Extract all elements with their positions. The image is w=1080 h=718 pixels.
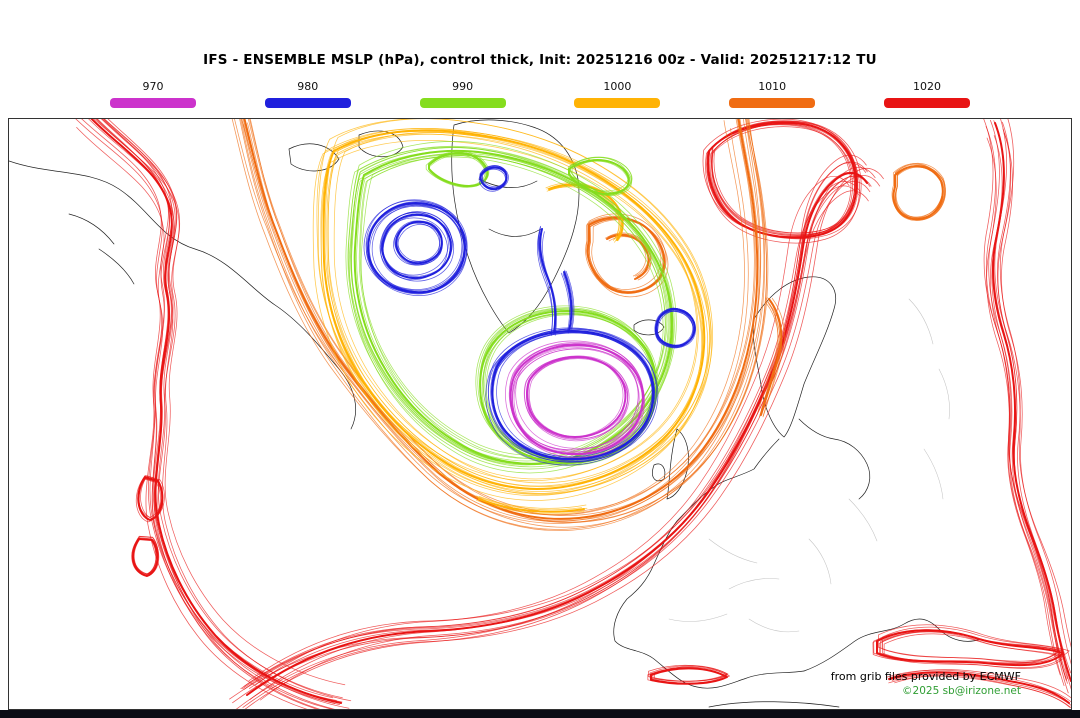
contour-bundle-1020 — [246, 172, 868, 696]
legend-item-1000: 1000 — [574, 80, 661, 108]
contour-bundle-1000 — [322, 129, 706, 490]
legend-color-bar — [883, 98, 970, 108]
contour-bundle-970 — [526, 356, 627, 438]
contour-map-svg — [9, 119, 1071, 709]
credit-ecmwf: from grib files provided by ECMWF — [830, 670, 1021, 683]
contour-bundle-990 — [428, 152, 489, 187]
contour-bundle-980 — [479, 166, 508, 191]
contours-970 — [505, 340, 645, 458]
contour-bundle-1020 — [90, 119, 342, 704]
legend-item-970: 970 — [110, 80, 196, 108]
coastline-mediterranean — [803, 618, 982, 672]
contour-bundle-1020 — [707, 121, 858, 239]
bottom-bar — [0, 710, 1080, 718]
contour-bundle-1020 — [132, 538, 159, 577]
contour-bundle-980 — [563, 271, 573, 332]
legend-color-bar — [110, 98, 196, 108]
contour-bundle-1010 — [760, 298, 783, 416]
legend-color-bar — [419, 98, 506, 108]
contour-bundle-1020 — [137, 476, 164, 521]
legend-item-980: 980 — [264, 80, 351, 108]
contour-bundle-990 — [568, 159, 630, 195]
contour-bundle-980 — [381, 213, 452, 279]
coastline-path — [708, 701, 840, 708]
legend-value-label: 980 — [297, 80, 319, 93]
legend-value-label: 1020 — [912, 80, 941, 93]
credit-irizone: ©2025 sb@irizone.net — [902, 685, 1021, 697]
chart-title: IFS - ENSEMBLE MSLP (hPa), control thick… — [203, 52, 877, 68]
contour-bundle-980 — [367, 202, 466, 294]
contour-bundle-980 — [491, 330, 655, 460]
legend-value-label: 990 — [452, 80, 474, 93]
contours-1000 — [312, 119, 713, 515]
contour-bundle-1010 — [243, 119, 759, 520]
contour-bundle-1020 — [888, 671, 1070, 704]
coastline-europe — [613, 438, 805, 689]
contour-bundle-1020 — [650, 667, 728, 685]
border-path — [908, 298, 950, 500]
legend-item-1010: 1010 — [729, 80, 816, 108]
legend-item-1020: 1020 — [883, 80, 970, 108]
coastline-ireland — [652, 463, 666, 482]
coastline-path — [288, 143, 340, 172]
coastline-uk — [666, 428, 689, 500]
contour-bundle-980 — [655, 308, 696, 347]
border-path — [668, 498, 878, 633]
contour-bundle-980 — [395, 220, 443, 265]
contours-1020 — [69, 119, 1071, 709]
coastline-iceland — [633, 319, 665, 336]
legend-value-label: 1010 — [758, 80, 787, 93]
contour-bundle-1020 — [992, 122, 1071, 682]
contour-bundle-980 — [539, 228, 557, 334]
map-area: from grib files provided by ECMWF ©2025 … — [8, 118, 1072, 710]
contours-980 — [363, 165, 696, 466]
country-borders — [668, 298, 950, 633]
coastline-baltic — [798, 418, 871, 500]
legend-value-label: 1000 — [603, 80, 632, 93]
legend-item-990: 990 — [419, 80, 506, 108]
coastline-path — [68, 213, 135, 285]
pressure-legend: 970 980 990 1000 1010 1020 — [110, 80, 970, 108]
contour-bundle-970 — [509, 344, 644, 455]
legend-color-bar — [729, 98, 816, 108]
contour-bundle-1010 — [892, 165, 944, 221]
legend-color-bar — [264, 98, 351, 108]
contour-bundle-1000 — [478, 498, 585, 513]
contour-bundle-1020 — [876, 629, 1064, 667]
map-credits: from grib files provided by ECMWF ©2025 … — [831, 670, 1021, 697]
legend-value-label: 970 — [142, 80, 164, 93]
legend-color-bar — [574, 98, 661, 108]
coastline-path — [358, 130, 404, 158]
